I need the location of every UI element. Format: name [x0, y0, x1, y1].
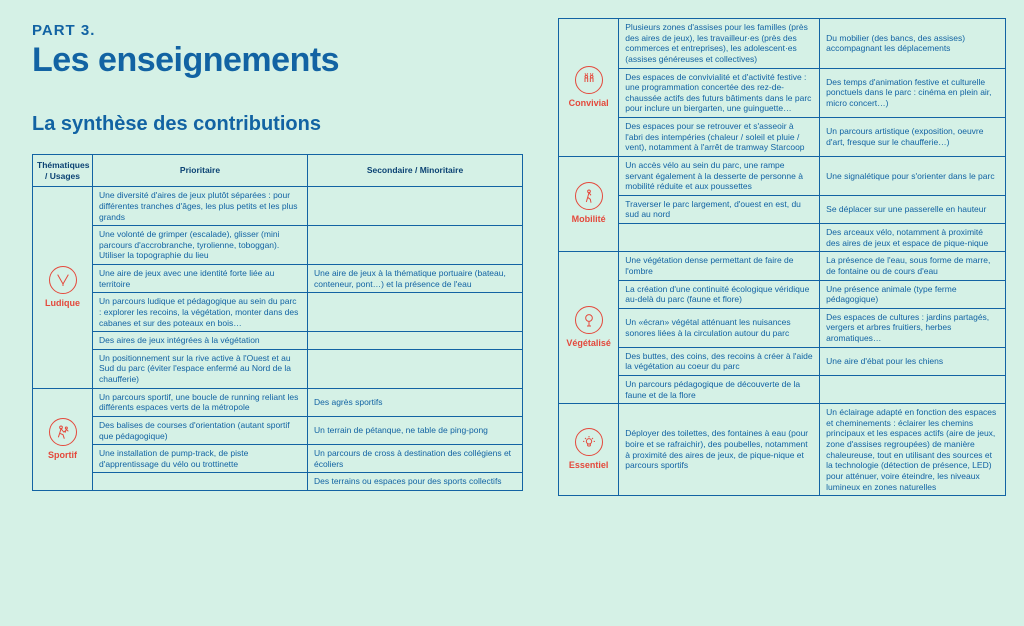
- cell-prio: Une aire de jeux avec une identité forte…: [93, 265, 308, 293]
- table-row: Des arceaux vélo, notamment à proximité …: [559, 224, 1006, 252]
- cell-prio: Plusieurs zones d'assises pour les famil…: [619, 19, 820, 69]
- cell-prio: Une diversité d'aires de jeux plutôt sép…: [93, 187, 308, 226]
- cell-prio: Déployer des toilettes, des fontaines à …: [619, 404, 820, 496]
- theme-essentiel: Essentiel: [559, 404, 619, 496]
- tree-icon: [575, 306, 603, 334]
- cell-sec: Des temps d'animation festive et culture…: [820, 68, 1006, 118]
- cell-prio: Un accès vélo au sein du parc, une rampe…: [619, 156, 820, 195]
- table-row: Un parcours pédagogique de découverte de…: [559, 375, 1006, 403]
- cell-sec: Des agrès sportifs: [308, 388, 523, 416]
- table-row: Ludique Une diversité d'aires de jeux pl…: [33, 187, 523, 226]
- cell-sec: Du mobilier (des bancs, des assises) acc…: [820, 19, 1006, 69]
- cell-sec: [820, 375, 1006, 403]
- table-row: Convivial Plusieurs zones d'assises pour…: [559, 19, 1006, 69]
- table-row: Des balises de courses d'orientation (au…: [33, 416, 523, 444]
- table-row: Des buttes, des coins, des recoins à cré…: [559, 347, 1006, 375]
- header-theme: Thématiques / Usages: [33, 155, 93, 187]
- table-row: Des espaces pour se retrouver et s'asseo…: [559, 118, 1006, 157]
- cell-sec: Un éclairage adapté en fonction des espa…: [820, 404, 1006, 496]
- cell-prio: La création d'une continuité écologique …: [619, 280, 820, 308]
- synthesis-table-left: Thématiques / Usages Prioritaire Seconda…: [32, 154, 523, 491]
- cell-sec: Des arceaux vélo, notamment à proximité …: [820, 224, 1006, 252]
- cell-prio: Une installation de pump-track, de piste…: [93, 445, 308, 473]
- table-row: Essentiel Déployer des toilettes, des fo…: [559, 404, 1006, 496]
- cell-prio: [93, 473, 308, 491]
- theme-vegetalise: Végétalisé: [559, 252, 619, 404]
- theme-label: Ludique: [39, 298, 86, 309]
- right-column: Convivial Plusieurs zones d'assises pour…: [558, 18, 1006, 608]
- table-row: Une aire de jeux avec une identité forte…: [33, 265, 523, 293]
- cell-prio: Des espaces pour se retrouver et s'asseo…: [619, 118, 820, 157]
- swing-icon: [49, 266, 77, 294]
- cell-prio: Des aires de jeux intégrées à la végétat…: [93, 332, 308, 350]
- table-row: Végétalisé Une végétation dense permetta…: [559, 252, 1006, 280]
- subtitle: La synthèse des contributions: [32, 106, 522, 142]
- cell-sec: Un parcours de cross à destination des c…: [308, 445, 523, 473]
- cell-sec: Une signalétique pour s'orienter dans le…: [820, 156, 1006, 195]
- part-label: PART 3.: [32, 22, 522, 39]
- cell-prio: Traverser le parc largement, d'ouest en …: [619, 195, 820, 223]
- cell-prio: Un parcours pédagogique de découverte de…: [619, 375, 820, 403]
- theme-label: Convivial: [565, 98, 612, 109]
- cell-sec: Un terrain de pétanque, ne table de ping…: [308, 416, 523, 444]
- cell-prio: Un parcours ludique et pédagogique au se…: [93, 293, 308, 332]
- cell-prio: Une volonté de grimper (escalade), gliss…: [93, 226, 308, 265]
- cell-prio: Un «écran» végétal atténuant les nuisanc…: [619, 308, 820, 347]
- cell-sec: Des terrains ou espaces pour des sports …: [308, 473, 523, 491]
- theme-mobilite: Mobilité: [559, 156, 619, 251]
- table-row: Un parcours ludique et pédagogique au se…: [33, 293, 523, 332]
- cell-sec: Un parcours artistique (exposition, oeuv…: [820, 118, 1006, 157]
- cell-sec: Se déplacer sur une passerelle en hauteu…: [820, 195, 1006, 223]
- cell-sec: [308, 332, 523, 350]
- table-row: Des espaces de convivialité et d'activit…: [559, 68, 1006, 118]
- cell-prio: Des buttes, des coins, des recoins à cré…: [619, 347, 820, 375]
- table-row: La création d'une continuité écologique …: [559, 280, 1006, 308]
- synthesis-table-right: Convivial Plusieurs zones d'assises pour…: [558, 18, 1006, 496]
- cell-sec: [308, 226, 523, 265]
- theme-label: Végétalisé: [565, 338, 612, 349]
- cell-prio: Des balises de courses d'orientation (au…: [93, 416, 308, 444]
- people-icon: [575, 66, 603, 94]
- lightbulb-icon: [575, 428, 603, 456]
- table-row: Un «écran» végétal atténuant les nuisanc…: [559, 308, 1006, 347]
- cell-prio: Un positionnement sur la rive active à l…: [93, 349, 308, 388]
- table-row: Un positionnement sur la rive active à l…: [33, 349, 523, 388]
- header-sec: Secondaire / Minoritaire: [308, 155, 523, 187]
- theme-ludique: Ludique: [33, 187, 93, 388]
- cell-sec: Une aire de jeux à la thématique portuai…: [308, 265, 523, 293]
- table-row: Des aires de jeux intégrées à la végétat…: [33, 332, 523, 350]
- cell-sec: [308, 187, 523, 226]
- theme-label: Mobilité: [565, 214, 612, 225]
- cell-sec: La présence de l'eau, sous forme de marr…: [820, 252, 1006, 280]
- cell-prio: Des espaces de convivialité et d'activit…: [619, 68, 820, 118]
- table-row: Sportif Un parcours sportif, une boucle …: [33, 388, 523, 416]
- header-prio: Prioritaire: [93, 155, 308, 187]
- cell-prio: Une végétation dense permettant de faire…: [619, 252, 820, 280]
- table-row: Des terrains ou espaces pour des sports …: [33, 473, 523, 491]
- cell-sec: Des espaces de cultures : jardins partag…: [820, 308, 1006, 347]
- cell-sec: Une présence animale (type ferme pédagog…: [820, 280, 1006, 308]
- cell-prio: Un parcours sportif, une boucle de runni…: [93, 388, 308, 416]
- theme-label: Sportif: [39, 450, 86, 461]
- cell-prio: [619, 224, 820, 252]
- cell-sec: Une aire d'ébat pour les chiens: [820, 347, 1006, 375]
- table-row: Traverser le parc largement, d'ouest en …: [559, 195, 1006, 223]
- theme-convivial: Convivial: [559, 19, 619, 157]
- theme-label: Essentiel: [565, 460, 612, 471]
- table-row: Mobilité Un accès vélo au sein du parc, …: [559, 156, 1006, 195]
- running-icon: [49, 418, 77, 446]
- page-title: Les enseignements: [32, 41, 522, 80]
- left-column: PART 3. Les enseignements La synthèse de…: [32, 18, 522, 608]
- cell-sec: [308, 349, 523, 388]
- cell-sec: [308, 293, 523, 332]
- table-row: Une installation de pump-track, de piste…: [33, 445, 523, 473]
- walking-icon: [575, 182, 603, 210]
- theme-sportif: Sportif: [33, 388, 93, 490]
- table-row: Une volonté de grimper (escalade), gliss…: [33, 226, 523, 265]
